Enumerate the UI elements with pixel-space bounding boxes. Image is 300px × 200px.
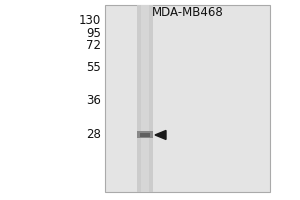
- Text: 36: 36: [86, 94, 101, 107]
- Bar: [140, 133, 150, 137]
- Text: 130: 130: [79, 14, 101, 27]
- Bar: [105, 5, 270, 192]
- Text: 95: 95: [86, 27, 101, 40]
- Bar: [137, 131, 153, 138]
- Text: MDA-MB468: MDA-MB468: [152, 6, 224, 20]
- Bar: [141, 5, 148, 192]
- Text: 72: 72: [86, 39, 101, 52]
- Text: 28: 28: [86, 128, 101, 141]
- Polygon shape: [155, 130, 166, 139]
- Bar: [137, 5, 153, 192]
- Text: 55: 55: [86, 61, 101, 74]
